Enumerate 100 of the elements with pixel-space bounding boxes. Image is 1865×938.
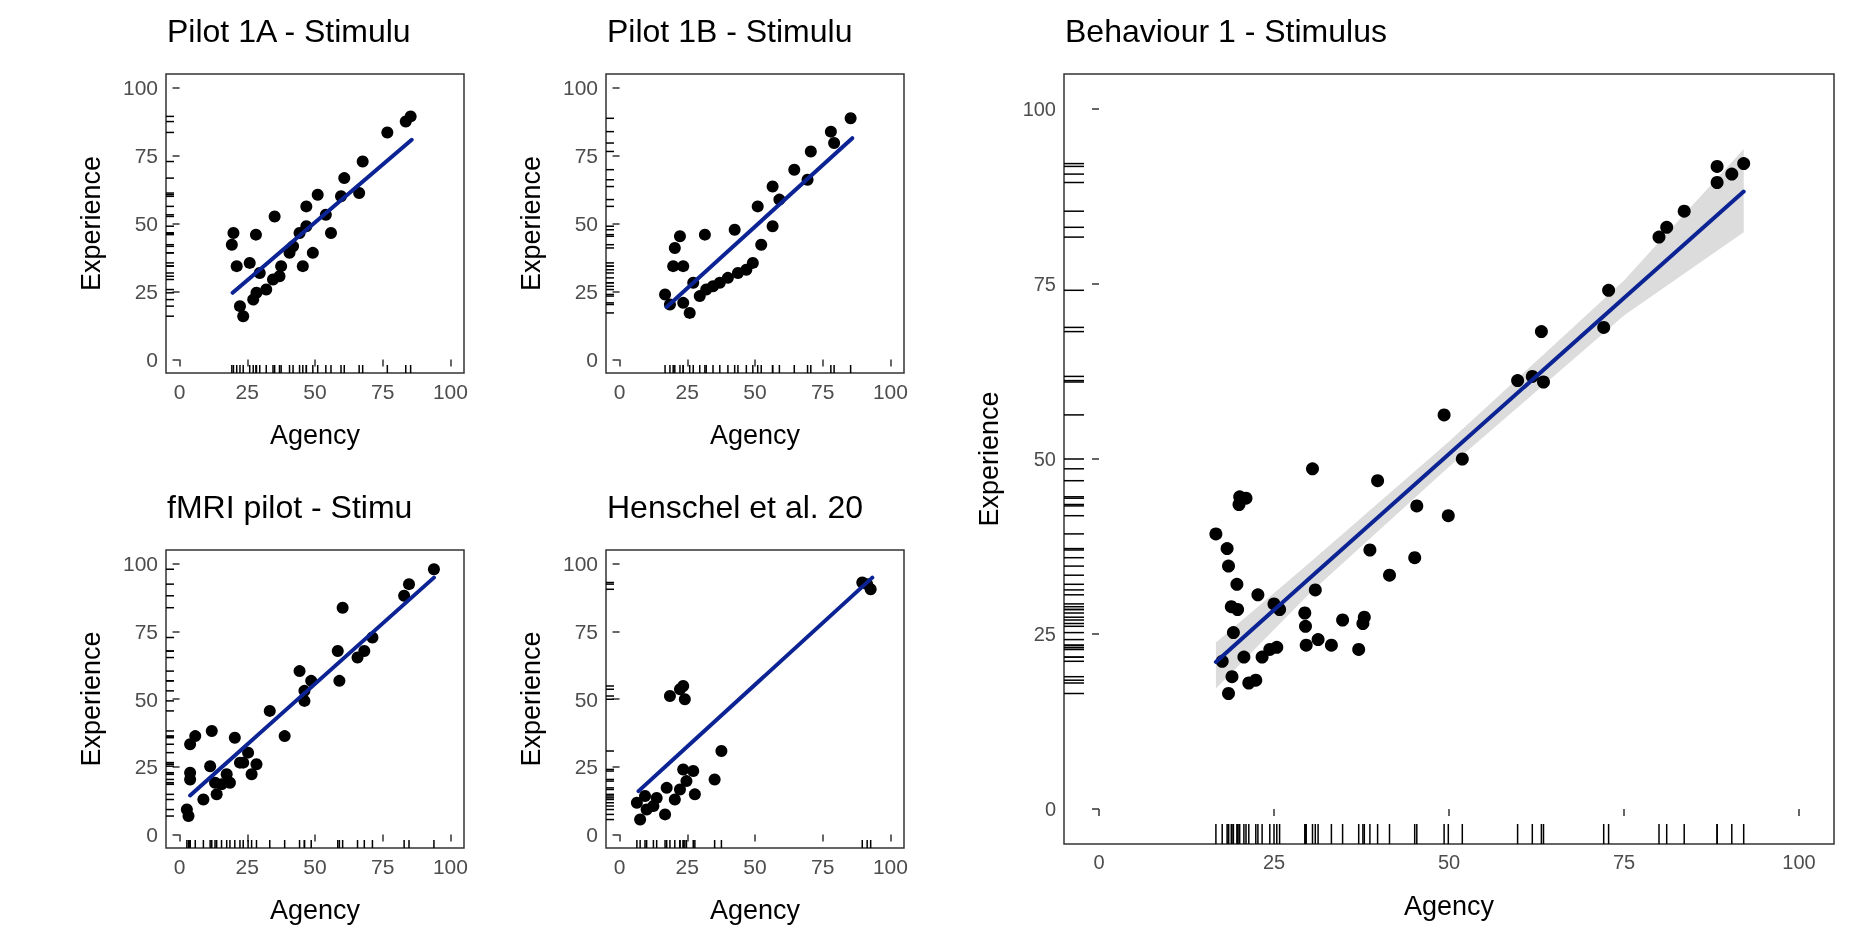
point bbox=[353, 187, 366, 200]
y-tick-label: 100 bbox=[562, 76, 598, 100]
y-axis-title: Experience bbox=[515, 155, 546, 292]
point bbox=[230, 260, 243, 273]
chart-title: Pilot 1A - Stimulu bbox=[167, 13, 411, 49]
point bbox=[1537, 375, 1550, 389]
x-tick-label: 0 bbox=[613, 855, 626, 878]
point bbox=[1308, 583, 1322, 597]
point bbox=[1408, 551, 1422, 565]
point bbox=[427, 563, 440, 576]
point bbox=[1222, 687, 1235, 700]
x-tick-label: 25 bbox=[675, 855, 699, 878]
point bbox=[677, 680, 690, 692]
point bbox=[678, 693, 691, 706]
point bbox=[788, 163, 801, 176]
x-tick-label: 25 bbox=[1262, 851, 1286, 873]
point bbox=[1249, 673, 1263, 687]
point bbox=[325, 227, 337, 240]
point bbox=[1299, 619, 1312, 633]
x-tick-label: 75 bbox=[371, 380, 395, 403]
point bbox=[1226, 626, 1240, 640]
x-tick-label: 100 bbox=[872, 380, 908, 403]
x-tick-label: 50 bbox=[303, 380, 327, 403]
point bbox=[693, 290, 706, 303]
point bbox=[204, 760, 217, 773]
y-axis-title: Experience bbox=[515, 631, 546, 767]
y-tick-label: 25 bbox=[1033, 623, 1056, 645]
point bbox=[293, 665, 306, 678]
point bbox=[338, 172, 351, 185]
x-tick-label: 75 bbox=[371, 855, 395, 878]
point bbox=[197, 793, 210, 806]
point bbox=[1437, 408, 1451, 422]
point bbox=[731, 266, 744, 279]
y-tick-label: 0 bbox=[586, 347, 598, 371]
point bbox=[260, 283, 273, 296]
point bbox=[687, 765, 700, 778]
point bbox=[751, 200, 764, 213]
point bbox=[381, 126, 394, 139]
point bbox=[634, 813, 647, 826]
point bbox=[1356, 617, 1370, 630]
point bbox=[1602, 283, 1616, 297]
point bbox=[237, 310, 250, 323]
x-tick-label: 0 bbox=[173, 380, 186, 403]
point bbox=[844, 112, 857, 125]
point bbox=[1237, 650, 1251, 664]
point bbox=[668, 793, 681, 806]
x-tick-label: 25 bbox=[235, 855, 259, 878]
x-tick-label: 50 bbox=[1437, 851, 1461, 873]
point bbox=[804, 145, 817, 158]
y-tick-label: 25 bbox=[134, 755, 158, 779]
point bbox=[1311, 633, 1325, 647]
y-tick-label: 75 bbox=[134, 619, 158, 643]
point bbox=[663, 690, 676, 703]
x-tick-label: 75 bbox=[1612, 851, 1636, 873]
point bbox=[1255, 650, 1269, 664]
y-tick-label: 25 bbox=[134, 279, 158, 303]
point bbox=[1363, 543, 1377, 557]
point bbox=[1225, 670, 1239, 684]
x-axis-title: Agency bbox=[709, 419, 801, 450]
point bbox=[1455, 452, 1469, 466]
point bbox=[728, 223, 741, 236]
point bbox=[673, 230, 686, 243]
y-tick-label: 25 bbox=[574, 755, 598, 779]
x-tick-label: 0 bbox=[613, 380, 626, 403]
point bbox=[1298, 606, 1312, 620]
point bbox=[1710, 159, 1724, 173]
y-tick-label: 0 bbox=[146, 347, 158, 371]
point bbox=[306, 246, 319, 259]
point bbox=[1441, 509, 1455, 523]
point bbox=[1597, 320, 1611, 334]
point bbox=[263, 704, 276, 717]
point bbox=[1725, 167, 1739, 181]
point bbox=[1231, 603, 1245, 616]
y-axis-title: Experience bbox=[75, 155, 106, 292]
point bbox=[242, 746, 255, 759]
point bbox=[1652, 230, 1666, 244]
x-tick-label: 50 bbox=[743, 380, 767, 403]
y-tick-label: 25 bbox=[574, 279, 598, 303]
point bbox=[640, 803, 653, 816]
point bbox=[331, 645, 344, 658]
point bbox=[356, 155, 369, 168]
point bbox=[688, 788, 701, 801]
point bbox=[1352, 642, 1366, 656]
point bbox=[278, 730, 291, 743]
y-tick-label: 75 bbox=[574, 619, 598, 643]
point bbox=[677, 296, 690, 309]
point bbox=[333, 674, 346, 687]
x-tick-label: 75 bbox=[811, 380, 835, 403]
point bbox=[659, 808, 672, 821]
point bbox=[864, 583, 877, 596]
x-axis-title: Agency bbox=[1403, 890, 1495, 921]
x-tick-label: 100 bbox=[1782, 851, 1816, 873]
point bbox=[1251, 588, 1265, 602]
point bbox=[708, 773, 721, 786]
x-tick-label: 75 bbox=[811, 855, 835, 878]
y-tick-label: 50 bbox=[134, 212, 158, 235]
point bbox=[399, 115, 412, 128]
point bbox=[245, 768, 258, 781]
point bbox=[300, 200, 313, 213]
y-tick-label: 0 bbox=[586, 822, 598, 846]
